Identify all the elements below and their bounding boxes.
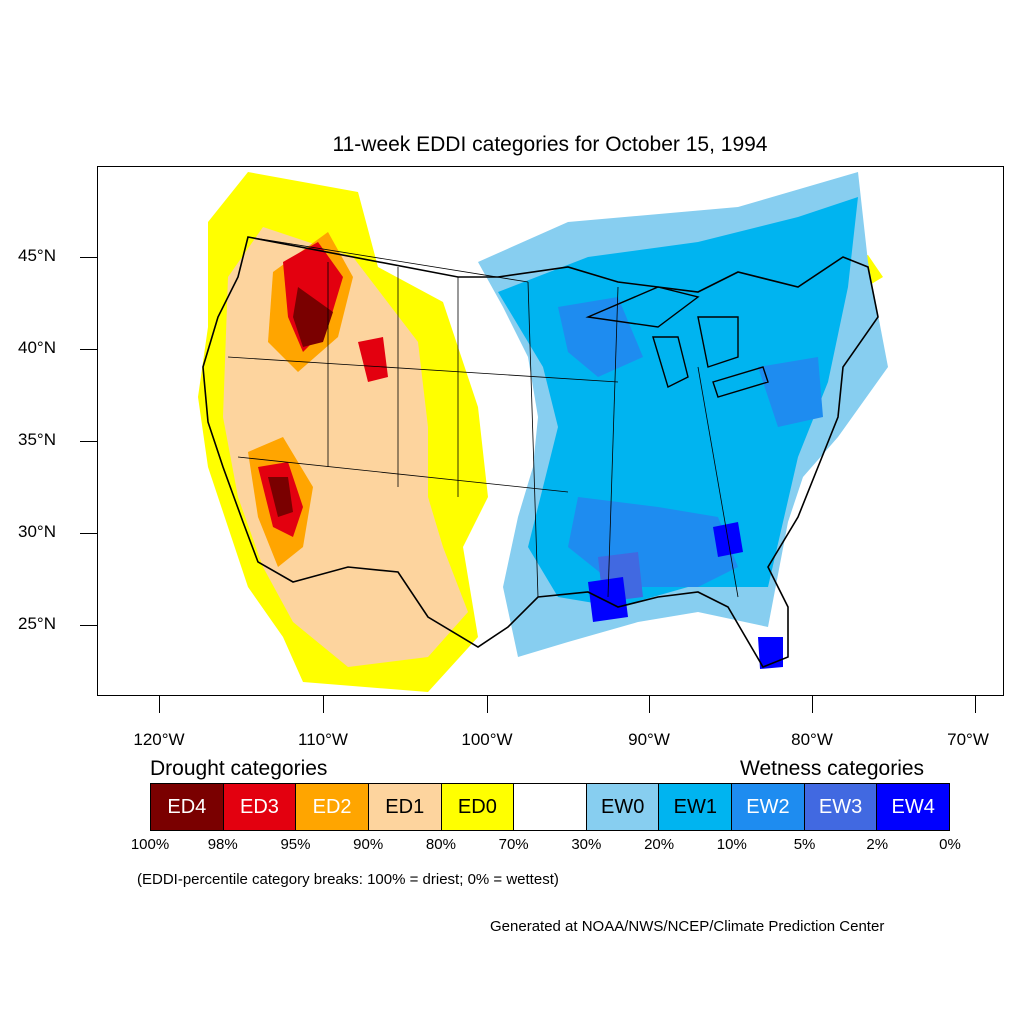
credit-text: Generated at NOAA/NWS/NCEP/Climate Predi… xyxy=(490,918,885,935)
legend-cell-ed0: ED0 xyxy=(441,784,515,830)
ed4-region-nw xyxy=(293,287,333,347)
drought-categories-title: Drought categories xyxy=(150,757,328,780)
ew2-region-ne xyxy=(758,357,823,427)
state-boundaries xyxy=(227,236,739,598)
y-tick-label-45n: 45°N xyxy=(18,246,56,265)
ed3-region-co xyxy=(358,337,388,382)
legend-break-label: 90% xyxy=(353,836,384,853)
legend-break-label: 98% xyxy=(207,836,238,853)
legend-cell-neutral xyxy=(514,784,587,830)
legend-break-label: 95% xyxy=(280,836,311,853)
legend-break-label: 80% xyxy=(425,836,456,853)
y-tick xyxy=(80,625,97,626)
legend-cell-ed4: ED4 xyxy=(151,784,224,830)
map-title: 11-week EDDI categories for October 15, … xyxy=(332,133,768,156)
legend-cell-ed3: ED3 xyxy=(223,784,297,830)
y-tick-label-35n: 35°N xyxy=(18,430,56,449)
legend-cell-ew3: EW3 xyxy=(804,784,878,830)
great-lakes xyxy=(585,286,769,398)
x-tick-label-110w: 110°W xyxy=(298,730,348,749)
legend-break-label: 30% xyxy=(571,836,602,853)
legend-break-label: 20% xyxy=(644,836,675,853)
x-tick-label-100w: 100°W xyxy=(461,730,513,749)
legend-cell-ew2: EW2 xyxy=(732,784,805,830)
legend-break-label: 10% xyxy=(716,836,747,853)
x-tick xyxy=(159,696,160,713)
y-tick xyxy=(80,257,97,258)
y-tick-label-40n: 40°N xyxy=(18,338,56,357)
y-tick xyxy=(80,441,97,442)
legend-cell-ew0: EW0 xyxy=(586,784,660,830)
x-tick xyxy=(649,696,650,713)
legend-break-label: 70% xyxy=(498,836,529,853)
legend-break-label: 2% xyxy=(866,836,889,853)
legend-cell-ew1: EW1 xyxy=(659,784,733,830)
x-tick xyxy=(487,696,488,713)
legend-break-label: 5% xyxy=(793,836,816,853)
legend-cell-ed2: ED2 xyxy=(296,784,369,830)
x-tick xyxy=(323,696,324,713)
category-note: (EDDI-percentile category breaks: 100% =… xyxy=(137,871,559,888)
legend-cell-ed1: ED1 xyxy=(368,784,442,830)
y-tick-label-30n: 30°N xyxy=(18,522,56,541)
eddi-map xyxy=(198,172,888,692)
ew2-region-nw xyxy=(558,297,643,377)
x-tick-label-80w: 80°W xyxy=(791,730,833,749)
y-tick xyxy=(80,349,97,350)
us-outline xyxy=(202,236,879,668)
legend-break-label: 100% xyxy=(130,836,170,853)
ew4-region-gulf xyxy=(588,577,628,622)
x-tick-label-90w: 90°W xyxy=(628,730,670,749)
wetness-categories-title: Wetness categories xyxy=(740,757,925,780)
y-tick-label-25n: 25°N xyxy=(18,614,56,633)
ed4-region-sw xyxy=(268,477,293,517)
legend-cell-ew4: EW4 xyxy=(877,784,950,830)
x-tick-label-120w: 120°W xyxy=(133,730,185,749)
x-tick xyxy=(975,696,976,713)
map-plot-area xyxy=(97,166,1004,696)
legend-break-label: 0% xyxy=(939,836,961,853)
x-tick-label-70w: 70°W xyxy=(947,730,989,749)
y-tick xyxy=(80,533,97,534)
legend-color-bar: ED4 ED3 ED2 ED1 ED0 EW0 EW1 EW2 EW3 EW4 xyxy=(150,783,950,831)
x-tick xyxy=(812,696,813,713)
